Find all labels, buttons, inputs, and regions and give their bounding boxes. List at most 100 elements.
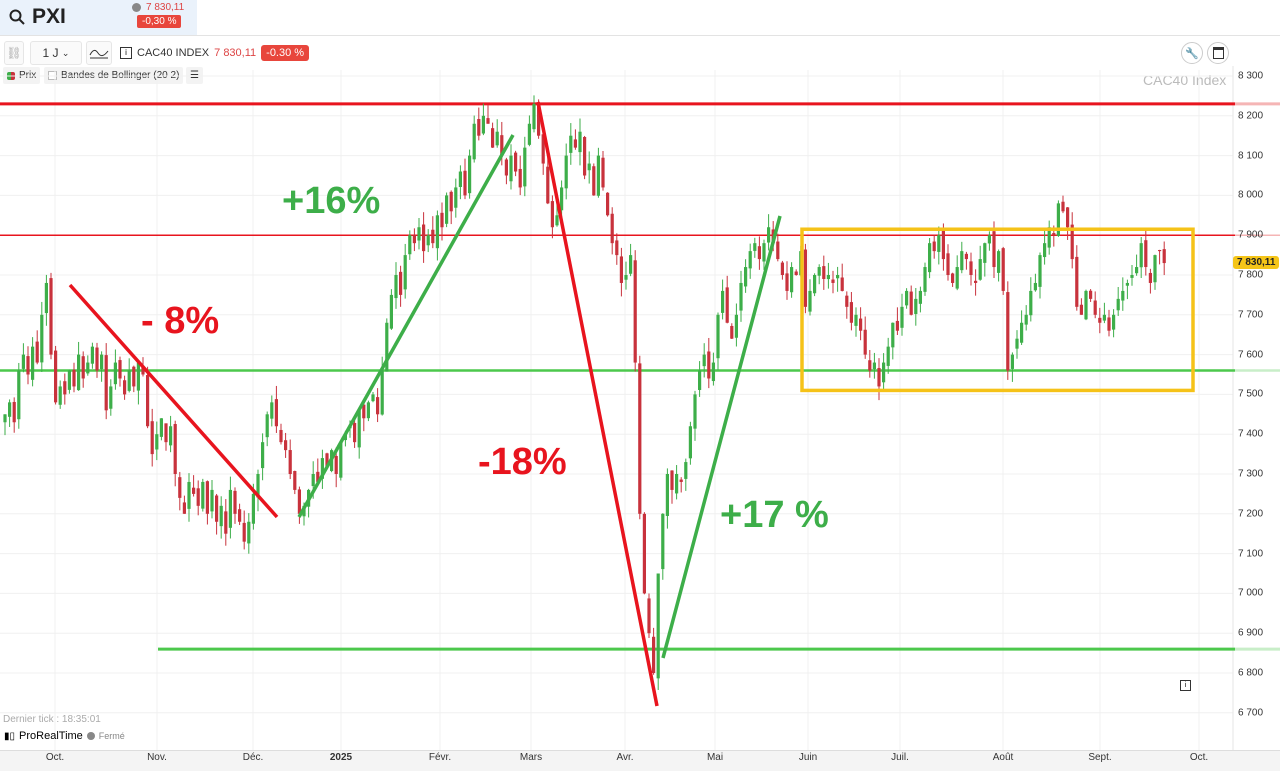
x-tick-label: Oct. — [1189, 752, 1209, 763]
candle-body — [12, 401, 16, 423]
last-price-badge: 7 830,11 — [1233, 256, 1280, 269]
candle — [886, 337, 890, 374]
candle-body — [776, 241, 780, 260]
checkbox-icon[interactable] — [48, 71, 57, 80]
candle-body — [334, 455, 338, 474]
y-tick-label: 7 700 — [1238, 309, 1264, 321]
candle — [316, 458, 320, 483]
candle-body — [481, 115, 485, 134]
candle-body — [849, 302, 853, 323]
candle — [192, 475, 196, 497]
candle — [302, 502, 306, 526]
candle — [1043, 229, 1047, 265]
candle-body — [343, 434, 347, 441]
symbol-panel[interactable]: PXI 7 830,11 -0,30 % — [0, 0, 197, 35]
candle-body — [426, 235, 430, 246]
candle-body — [744, 267, 748, 287]
candle — [35, 330, 39, 365]
candle — [757, 236, 761, 270]
candle-body — [1153, 255, 1157, 283]
candle — [141, 357, 145, 377]
candle — [58, 380, 62, 409]
candle — [1158, 249, 1162, 265]
candle-body — [1001, 248, 1005, 291]
candle — [1112, 309, 1116, 338]
candle-body — [1093, 300, 1097, 315]
candle — [486, 105, 490, 124]
candle-body — [256, 474, 260, 498]
candle-body — [688, 426, 692, 459]
candle-body — [711, 362, 715, 382]
legend-price[interactable]: Prix — [3, 67, 41, 84]
candle — [693, 390, 697, 441]
candle-body — [1098, 317, 1102, 323]
candle — [826, 262, 830, 289]
candle — [219, 496, 223, 539]
candle — [661, 513, 665, 580]
candle-body — [974, 280, 978, 283]
candle-body — [477, 118, 481, 136]
candle — [541, 125, 545, 175]
instrument-price: 7 830,11 — [214, 47, 257, 59]
candle-body — [155, 434, 159, 450]
candle-body — [141, 365, 145, 375]
candle — [813, 273, 817, 297]
candle — [491, 122, 495, 148]
candle — [638, 355, 642, 520]
candle-body — [127, 370, 131, 391]
candle-body — [403, 255, 407, 290]
search-icon[interactable] — [9, 9, 25, 25]
candle — [288, 439, 292, 480]
candle — [1070, 212, 1074, 269]
candle — [136, 361, 140, 405]
candle-body — [647, 598, 651, 634]
annotation-rise-16: +16% — [282, 180, 381, 222]
candle-body — [997, 251, 1001, 273]
link-button[interactable]: ⛓ — [4, 41, 24, 65]
info-button[interactable]: i — [1180, 680, 1191, 691]
candle-body — [780, 262, 784, 275]
candle — [753, 237, 757, 258]
candle — [417, 217, 421, 250]
candle-body — [431, 229, 435, 244]
annotation-drop-8: - 8% — [141, 300, 220, 342]
candle — [730, 323, 734, 340]
candle-body — [725, 287, 729, 323]
candle-body — [463, 170, 467, 196]
candle-body — [1075, 256, 1079, 307]
candle — [817, 264, 821, 285]
chart-type-button[interactable] — [86, 41, 112, 65]
candle — [408, 230, 412, 260]
candle-body — [1135, 267, 1139, 274]
info-icon[interactable]: i — [120, 47, 132, 59]
candle — [734, 303, 738, 347]
settings-button[interactable]: 🔧 — [1181, 42, 1203, 64]
candle — [1033, 273, 1037, 292]
candle-body — [541, 134, 545, 164]
time-axis[interactable] — [0, 750, 1280, 771]
window-button[interactable] — [1207, 42, 1229, 64]
candle — [895, 307, 899, 336]
candle — [1047, 220, 1051, 255]
candle — [297, 486, 301, 524]
candle — [100, 351, 104, 382]
candle — [72, 362, 76, 393]
candle-body — [330, 450, 334, 472]
timeframe-select[interactable]: 1 J ⌄ — [30, 41, 82, 65]
candle — [95, 342, 99, 378]
candle — [546, 154, 550, 205]
candle — [698, 361, 702, 397]
candle-body — [72, 369, 76, 387]
candle-body — [90, 346, 94, 364]
x-tick-label: Avr. — [616, 752, 634, 763]
candle — [1093, 291, 1097, 319]
candle — [964, 251, 968, 270]
candle — [1020, 310, 1024, 345]
candle-body — [739, 282, 743, 311]
x-tick-label: Août — [992, 752, 1014, 763]
indicator-list-button[interactable]: ☰ — [186, 67, 203, 84]
candle-body — [1139, 243, 1143, 268]
candle-body — [1158, 249, 1162, 252]
candle — [440, 202, 444, 241]
legend-bollinger[interactable]: Bandes de Bollinger (20 2) — [44, 67, 184, 84]
